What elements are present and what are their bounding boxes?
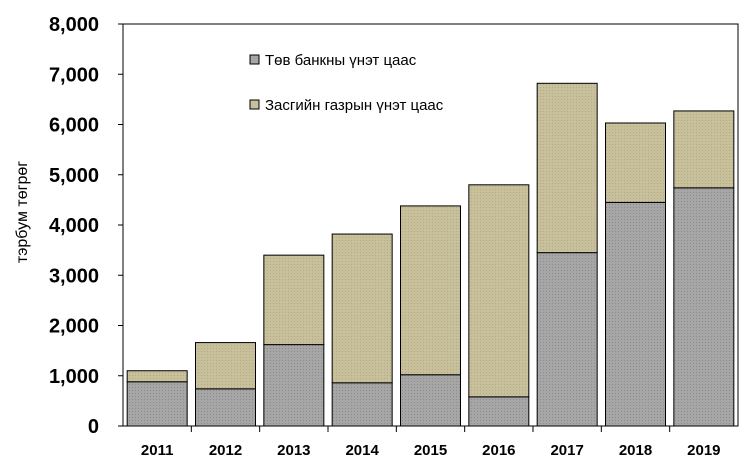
bar-government-2011 — [126, 370, 188, 383]
legend-label-government: Засгийн газрын үнэт цаас — [265, 97, 444, 114]
bar-central-bank-2012 — [195, 388, 256, 427]
legend-label-central-bank: Төв банкны үнэт цаас — [265, 52, 417, 69]
bar-central-bank-2011 — [126, 381, 188, 427]
legend-swatch-government — [249, 99, 260, 110]
bar-central-bank-2015 — [400, 374, 461, 427]
x-tick-label: 2019 — [687, 442, 720, 459]
x-tick-label: 2018 — [619, 442, 652, 459]
y-tick-label: 4,000 — [49, 215, 99, 237]
y-tick-label: 0 — [88, 416, 99, 438]
bar-government-2013 — [263, 254, 325, 346]
bar-government-2015 — [400, 205, 461, 376]
y-axis-label: тэрбум төгрөг — [14, 161, 31, 263]
y-axis: 0 1,000 2,000 3,000 4,000 5,000 6,000 7,000 8,00… — [49, 14, 123, 438]
x-tick-label: 2017 — [550, 442, 583, 459]
y-tick-label: 6,000 — [49, 115, 99, 137]
y-tick-label: 1,000 — [49, 366, 99, 388]
bar-central-bank-2013 — [263, 344, 325, 427]
y-tick-label: 7,000 — [49, 64, 99, 86]
x-tick-label: 2013 — [277, 442, 310, 459]
bar-central-bank-2019 — [673, 187, 735, 427]
bar-government-2017 — [536, 82, 598, 254]
bar-government-2014 — [331, 233, 393, 384]
legend: Төв банкны үнэт цаас Засгийн газрын үнэт… — [249, 52, 444, 114]
x-tick-label: 2016 — [482, 442, 515, 459]
x-tick-label: 2015 — [414, 442, 447, 459]
y-tick-label: 5,000 — [49, 165, 99, 187]
bar-central-bank-2018 — [605, 201, 666, 427]
x-tick-label: 2014 — [345, 442, 379, 459]
bar-central-bank-2017 — [536, 252, 598, 427]
bar-central-bank-2014 — [331, 382, 393, 427]
plot-area — [126, 82, 735, 427]
y-tick-label: 3,000 — [49, 265, 99, 287]
bar-government-2016 — [468, 184, 530, 398]
bar-central-bank-2016 — [468, 396, 530, 427]
bar-government-2018 — [605, 122, 666, 203]
x-tick-label: 2011 — [141, 442, 174, 459]
bar-government-2012 — [195, 342, 256, 390]
x-tick-label: 2012 — [209, 442, 242, 459]
legend-swatch-central-bank — [249, 54, 260, 65]
plot-frame — [122, 23, 739, 427]
bar-government-2019 — [673, 110, 735, 189]
y-tick-label: 2,000 — [49, 316, 99, 338]
y-tick-label: 8,000 — [49, 14, 99, 36]
x-axis: 2011 2012 2013 2014 2015 2016 2017 2018 2019 — [141, 426, 721, 459]
